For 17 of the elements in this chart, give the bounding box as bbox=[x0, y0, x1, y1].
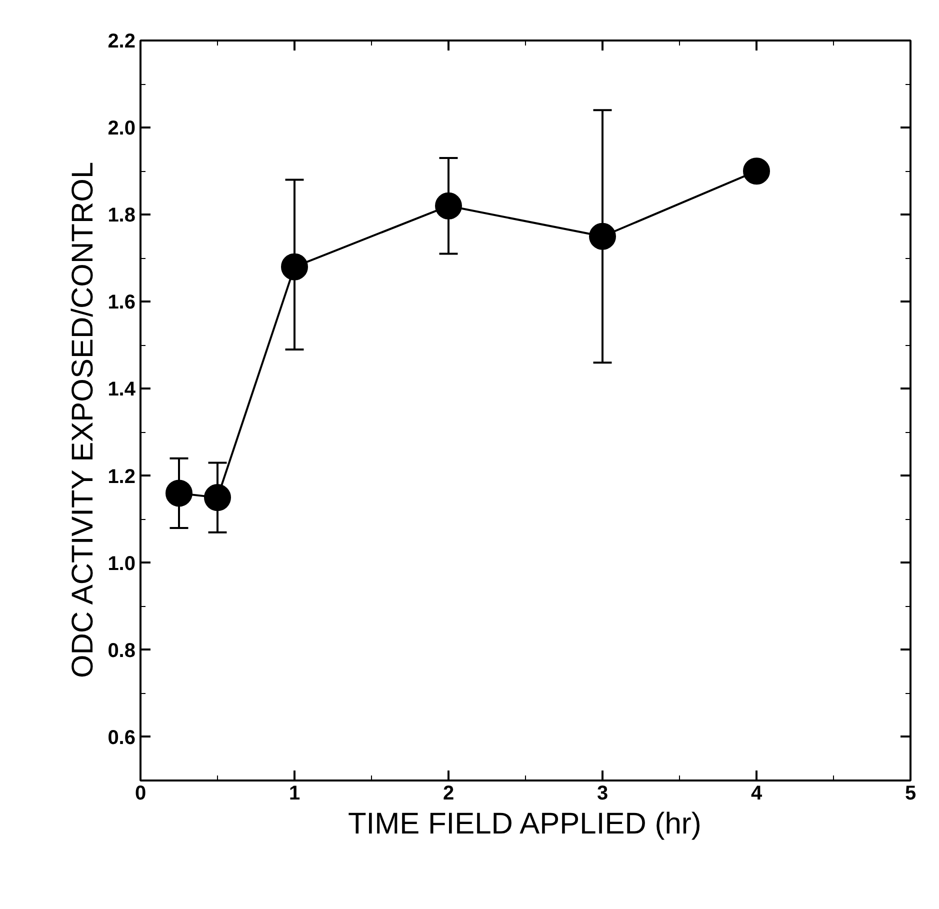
y-tick-label: 0.6 bbox=[108, 726, 136, 749]
y-tick-label: 1.6 bbox=[108, 292, 136, 314]
y-tick-label: 1.0 bbox=[108, 552, 136, 575]
x-tick-label: 1 bbox=[288, 782, 300, 804]
y-axis-title: ODC ACTIVITY EXPOSED/CONTROL bbox=[66, 162, 100, 678]
y-tick-label: 2.0 bbox=[108, 118, 136, 140]
y-tick-label: 1.8 bbox=[108, 204, 136, 227]
x-tick-label: 3 bbox=[596, 782, 608, 804]
x-tick-label: 2 bbox=[442, 782, 454, 804]
y-tick-label: 2.2 bbox=[108, 30, 136, 52]
x-axis-title: TIME FIELD APPLIED (hr) bbox=[348, 808, 702, 840]
y-tick-label: 1.2 bbox=[108, 466, 136, 488]
x-tick-label: 5 bbox=[904, 782, 916, 804]
y-tick-label: 1.4 bbox=[108, 378, 136, 401]
y-tick-label: 0.8 bbox=[108, 640, 136, 662]
x-tick-label: 0 bbox=[134, 782, 146, 804]
x-tick-label: 4 bbox=[750, 782, 763, 804]
